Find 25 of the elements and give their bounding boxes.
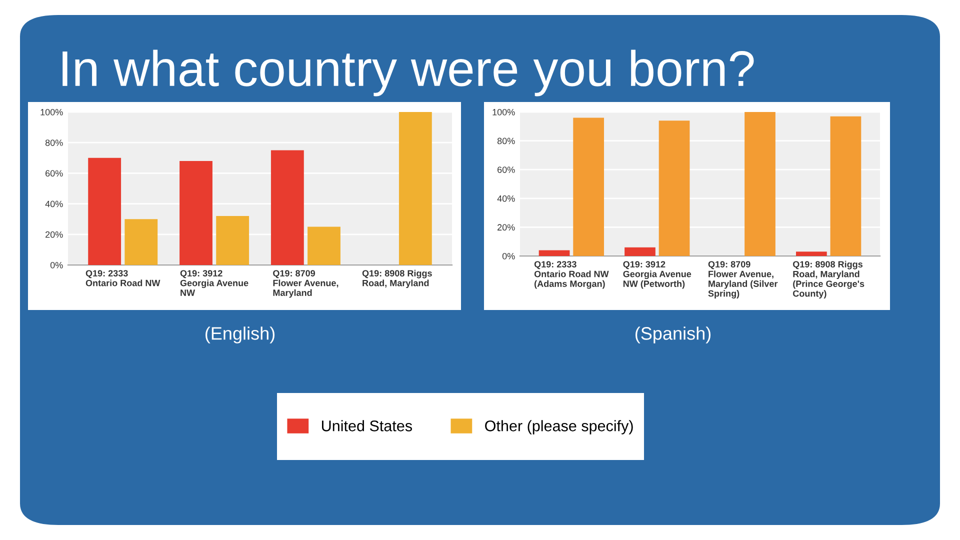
x-tick-label: Q19: 8908 Riggs Road, Maryland xyxy=(362,270,432,288)
y-tick-label: 40% xyxy=(497,195,515,202)
x-tick-label: Q19: 3912 Georgia Avenue NW xyxy=(180,270,248,296)
legend-label: Other (please specify) xyxy=(485,420,633,434)
text: (English) xyxy=(206,326,275,344)
x-tick-label: Q19: 2333 Ontario Road NW xyxy=(86,270,160,286)
y-tick-label: 60% xyxy=(498,166,515,173)
y-tick-label: 80% xyxy=(45,140,63,146)
legend-label: United States xyxy=(322,420,412,432)
y-tick-label: 100% xyxy=(492,108,515,116)
y-tick-label: 100% xyxy=(40,108,63,116)
x-tick-label: Q19: 3912 Georgia Avenue NW (Petworth) xyxy=(623,261,692,289)
y-tick-label: 20% xyxy=(498,224,515,231)
y-tick-label: 0% xyxy=(502,252,515,260)
x-tick-label: Q19: 2333 Ontario Road NW (Adams Morgan) xyxy=(534,261,609,289)
y-tick-label: 60% xyxy=(46,170,63,177)
x-tick-label: Q19: 8908 Riggs Road, Maryland (Prince George's County) xyxy=(793,260,864,299)
text: (Spanish) xyxy=(635,326,711,344)
x-tick-label: Q19: 8709 Flower Avenue, Maryland xyxy=(273,270,338,298)
y-tick-label: 20% xyxy=(46,231,63,238)
y-tick-label: 0% xyxy=(50,262,63,268)
y-tick-label: 80% xyxy=(497,138,515,144)
y-tick-label: 40% xyxy=(45,200,63,208)
x-tick-label: Q19: 8709 Flower Avenue, Maryland (Silver Spring) xyxy=(708,261,778,298)
chart-title: In what country were you born? xyxy=(62,50,754,96)
